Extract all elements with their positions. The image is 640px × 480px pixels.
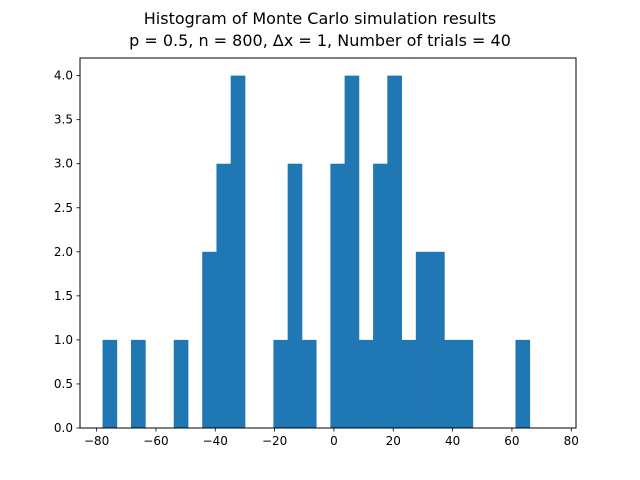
histogram-bar (344, 75, 360, 428)
histogram-bar (330, 163, 346, 428)
histogram-bar (430, 251, 445, 428)
y-tick-label: 2.5 (54, 201, 73, 215)
axes-frame (79, 57, 577, 429)
histogram-bar (444, 339, 459, 428)
histogram-bar (515, 339, 531, 428)
y-axis-ticks: 0.0 0.5 1.0 1.5 2.0 2.5 3.0 3.5 4.0 (54, 69, 80, 435)
histogram-bar (401, 339, 417, 428)
histogram-bar (230, 75, 246, 428)
histogram-bar (102, 339, 118, 428)
histogram-bar (287, 163, 303, 428)
y-tick-label: 4.0 (54, 69, 73, 83)
chart-title-line2: p = 0.5, n = 800, Δx = 1, Number of tria… (129, 31, 511, 50)
x-tick-label: 0 (330, 434, 338, 448)
y-tick-label: 0.0 (54, 421, 73, 435)
histogram-bar (273, 339, 289, 428)
x-tick-label: −40 (203, 434, 228, 448)
chart-title-line1: Histogram of Monte Carlo simulation resu… (144, 9, 497, 28)
histogram-bar (131, 339, 146, 428)
x-tick-label: 20 (386, 434, 401, 448)
histogram-bars (102, 75, 531, 428)
y-tick-label: 2.0 (54, 245, 73, 259)
y-tick-label: 3.0 (54, 157, 73, 171)
histogram-bar (173, 339, 189, 428)
histogram-bar (415, 251, 431, 428)
x-tick-label: 80 (564, 434, 579, 448)
x-axis-ticks: −80 −60 −40 −20 0 20 40 60 80 (84, 428, 579, 448)
y-tick-label: 3.5 (54, 113, 73, 127)
x-tick-label: −80 (84, 434, 109, 448)
histogram-bar (458, 339, 474, 428)
histogram-bar (373, 163, 388, 428)
y-tick-label: 1.0 (54, 333, 73, 347)
y-tick-label: 1.5 (54, 289, 73, 303)
x-tick-label: −60 (143, 434, 168, 448)
x-tick-label: −20 (262, 434, 287, 448)
histogram-bar (358, 339, 374, 428)
histogram-bar (301, 339, 317, 428)
histogram-bar (202, 251, 217, 428)
x-tick-label: 60 (504, 434, 519, 448)
y-tick-label: 0.5 (54, 377, 73, 391)
histogram-bar (387, 75, 402, 428)
histogram-bar (216, 163, 232, 428)
x-tick-label: 40 (445, 434, 460, 448)
